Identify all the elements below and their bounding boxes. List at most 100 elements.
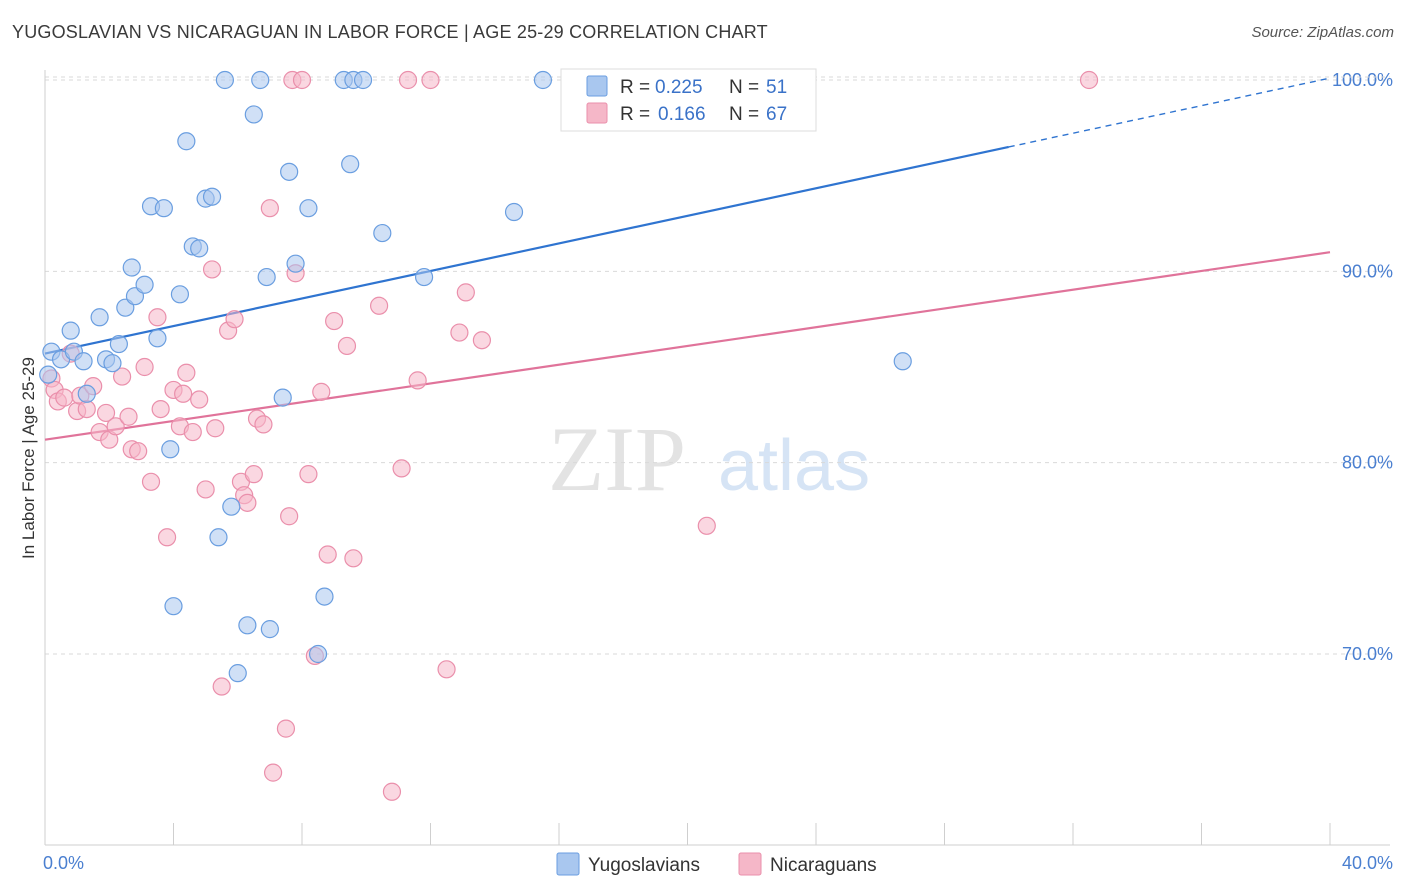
legend-n-value: 51 <box>766 77 787 98</box>
point-yugoslavian <box>341 155 360 174</box>
point-yugoslavian <box>222 497 241 516</box>
point-nicaraguan <box>212 677 231 696</box>
point-nicaraguan <box>260 199 279 218</box>
point-yugoslavian <box>257 267 276 287</box>
point-yugoslavian <box>122 258 141 277</box>
point-yugoslavian <box>39 365 58 384</box>
point-yugoslavian <box>74 352 93 371</box>
point-nicaraguan <box>344 549 363 568</box>
point-yugoslavian <box>251 70 270 90</box>
point-yugoslavian <box>215 70 234 90</box>
point-nicaraguan <box>206 419 225 438</box>
point-nicaraguan <box>225 310 244 329</box>
point-nicaraguan <box>392 459 411 478</box>
point-nicaraguan <box>148 308 167 327</box>
bottom-legend-label-nicaraguans: Nicaraguans <box>770 855 877 876</box>
y-tick-label: 80.0% <box>1342 453 1393 473</box>
legend-r-value: 0.166 <box>658 104 706 125</box>
point-yugoslavian <box>202 187 222 206</box>
point-yugoslavian <box>161 440 180 459</box>
trend-line-yugoslavians <box>44 145 1009 355</box>
point-nicaraguan <box>135 357 154 377</box>
gridlines: 70.0% 80.0% 90.0% 100.0% <box>45 70 1393 664</box>
point-nicaraguan <box>96 403 116 423</box>
point-nicaraguan <box>299 465 318 484</box>
legend-n-value: 67 <box>766 104 787 125</box>
point-nicaraguan <box>280 507 299 526</box>
point-nicaraguan <box>382 782 402 801</box>
point-nicaraguan <box>190 390 209 409</box>
point-yugoslavian <box>286 254 305 273</box>
bottom-legend: Yugoslavians Nicaraguans <box>556 852 877 876</box>
point-nicaraguan <box>174 384 193 403</box>
data-points <box>39 70 1099 801</box>
point-yugoslavian <box>177 132 196 151</box>
point-yugoslavian <box>238 616 257 635</box>
point-nicaraguan <box>472 331 491 350</box>
point-nicaraguan <box>183 422 202 442</box>
point-nicaraguan <box>450 323 469 342</box>
point-yugoslavian <box>90 308 109 327</box>
point-yugoslavian <box>148 329 167 348</box>
point-yugoslavian <box>109 334 128 354</box>
legend-swatch-nicaraguans <box>586 102 608 124</box>
point-nicaraguan <box>1079 70 1099 90</box>
legend-r-value: 0.225 <box>655 77 703 98</box>
point-nicaraguan <box>325 311 344 331</box>
point-yugoslavian <box>308 644 328 664</box>
point-nicaraguan <box>421 70 440 90</box>
point-yugoslavian <box>77 384 96 403</box>
y-tick-label: 90.0% <box>1342 261 1393 281</box>
y-tick-label: 70.0% <box>1342 644 1393 664</box>
point-nicaraguan <box>263 763 283 782</box>
point-yugoslavian <box>299 199 318 218</box>
axes: 0.0% 40.0% <box>43 70 1393 873</box>
bottom-legend-swatch-nicaraguans <box>738 852 762 876</box>
point-nicaraguan <box>437 660 456 679</box>
point-nicaraguan <box>697 516 716 535</box>
legend-n-label: N = <box>729 77 759 98</box>
point-yugoslavian <box>893 352 912 371</box>
point-yugoslavian <box>414 267 434 287</box>
source-credit: Source: ZipAtlas.com <box>1251 24 1394 41</box>
legend-r-label: R = <box>620 77 650 98</box>
point-yugoslavian <box>504 202 524 222</box>
y-tick-label: 100.0% <box>1332 70 1393 90</box>
point-yugoslavian <box>373 223 392 243</box>
point-yugoslavian <box>228 664 247 683</box>
point-yugoslavian <box>209 528 228 547</box>
trend-line-nicaraguans <box>44 251 1331 441</box>
point-yugoslavian <box>280 162 299 181</box>
point-nicaraguan <box>276 719 296 738</box>
point-nicaraguan <box>55 388 74 407</box>
point-nicaraguan <box>370 296 389 315</box>
trend-lines <box>44 77 1331 441</box>
y-axis-label: In Labor Force | Age 25-29 <box>19 357 38 559</box>
point-yugoslavian <box>190 239 209 258</box>
point-nicaraguan <box>196 480 215 499</box>
point-yugoslavian <box>244 105 263 124</box>
point-nicaraguan <box>238 493 257 512</box>
point-nicaraguan <box>119 407 138 426</box>
point-nicaraguan <box>202 260 222 279</box>
x-tick-label: 40.0% <box>1342 853 1393 873</box>
legend-swatch-yugoslavians <box>586 75 608 97</box>
point-nicaraguan <box>312 382 331 401</box>
point-nicaraguan <box>112 367 132 386</box>
point-nicaraguan <box>157 528 177 547</box>
point-yugoslavian <box>315 587 334 606</box>
point-nicaraguan <box>77 399 96 419</box>
point-nicaraguan <box>141 472 161 491</box>
point-yugoslavian <box>103 354 122 373</box>
point-yugoslavian <box>61 321 80 340</box>
legend-r-label: R = <box>620 104 650 125</box>
point-nicaraguan <box>254 415 273 434</box>
chart-title: YUGOSLAVIAN VS NICARAGUAN IN LABOR FORCE… <box>12 22 768 42</box>
point-nicaraguan <box>106 417 125 436</box>
legend-n-label: N = <box>729 104 759 125</box>
watermark-zip: ZIP <box>548 408 686 510</box>
point-yugoslavian <box>353 70 373 90</box>
point-yugoslavian <box>273 388 292 407</box>
point-yugoslavian <box>154 199 173 218</box>
